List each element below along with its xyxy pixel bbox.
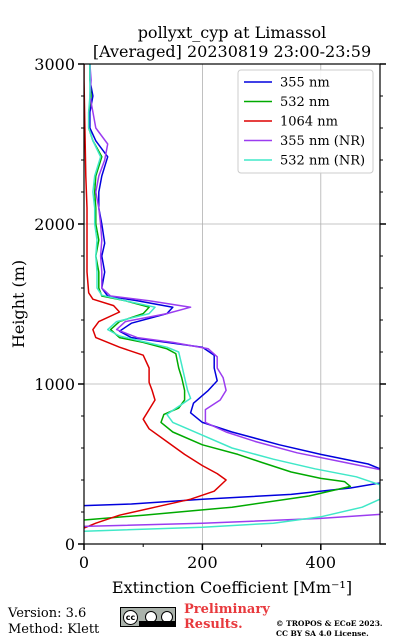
version-text: Version: 3.6 — [8, 606, 87, 621]
cc-by-sa-license-badge: cc — [120, 607, 176, 627]
preliminary-line2: Results. — [184, 617, 243, 632]
x-tick-label: 200 — [187, 553, 218, 572]
y-axis-label: Height (m) — [9, 260, 28, 348]
legend-label: 532 nm — [280, 95, 330, 110]
series-line-3 — [84, 64, 227, 529]
legend-label: 355 nm (NR) — [280, 134, 365, 149]
chart-title: pollyxt_cyp at Limassol — [138, 23, 327, 42]
axes: 0 200 400 0 1000 2000 3000 — [34, 55, 386, 572]
y-tick-label: 2000 — [34, 215, 75, 234]
copyright-line1: © TROPOS & ECoE 2023. — [276, 619, 383, 628]
preliminary-results-note: Preliminary Results. — [184, 602, 270, 632]
plot-frame — [83, 63, 381, 545]
legend-label: 532 nm (NR) — [280, 154, 365, 169]
copyright-line2: CC BY SA 4.0 License. — [276, 629, 369, 638]
legend-label: 355 nm — [280, 76, 330, 91]
legend-label: 1064 nm — [280, 115, 338, 130]
legend: 355 nm 532 nm 1064 nm 355 nm (NR) 532 nm (NR… — [237, 69, 374, 174]
chart-subtitle: [Averaged] 20230819 23:00-23:59 — [93, 42, 371, 61]
series-line-5 — [84, 64, 380, 532]
license-strip — [139, 621, 176, 626]
preliminary-line1: Preliminary — [184, 602, 270, 617]
y-tick-label: 0 — [65, 535, 75, 554]
x-tick-label: 400 — [306, 553, 337, 572]
series-line-2 — [84, 64, 352, 521]
extinction-profile-chart: pollyxt_cyp at Limassol [Averaged] 20230… — [9, 23, 386, 597]
legend-box — [237, 69, 374, 174]
series-lines — [84, 64, 380, 532]
x-axis-label: Extinction Coefficient [Mm⁻¹] — [112, 578, 352, 597]
plot-area — [84, 64, 380, 532]
creative-commons-icon: cc — [123, 610, 138, 625]
series-line-1 — [84, 64, 380, 507]
x-tick-label: 0 — [79, 553, 89, 572]
method-text: Method: Klett — [8, 622, 100, 637]
y-tick-label: 1000 — [34, 375, 75, 394]
copyright-note: © TROPOS & ECoE 2023. CC BY SA 4.0 Licen… — [276, 619, 383, 639]
series-line-4 — [84, 64, 380, 528]
y-tick-label: 3000 — [34, 55, 75, 74]
